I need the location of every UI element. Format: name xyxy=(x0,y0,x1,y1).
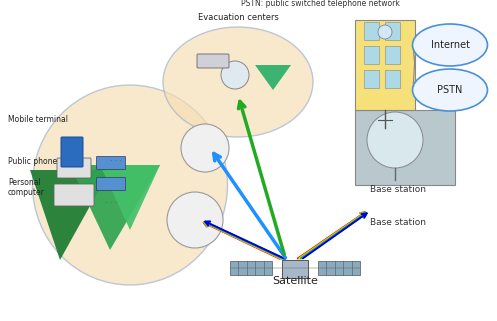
Text: Base station: Base station xyxy=(370,218,426,227)
Text: PSTN: PSTN xyxy=(437,85,463,95)
Text: · · ·: · · · xyxy=(105,199,117,209)
Text: Mobile terminal: Mobile terminal xyxy=(8,115,68,124)
FancyBboxPatch shape xyxy=(355,110,455,185)
Ellipse shape xyxy=(413,69,488,111)
Bar xyxy=(230,261,272,275)
Ellipse shape xyxy=(163,27,313,137)
Bar xyxy=(385,46,400,64)
FancyBboxPatch shape xyxy=(197,54,229,68)
FancyBboxPatch shape xyxy=(54,184,94,206)
Circle shape xyxy=(367,112,423,168)
Bar xyxy=(364,22,379,40)
FancyBboxPatch shape xyxy=(57,158,91,178)
Text: Satellite: Satellite xyxy=(272,276,318,286)
Bar xyxy=(385,22,400,40)
Text: Public phone: Public phone xyxy=(8,157,57,166)
Text: Personal
computer: Personal computer xyxy=(8,178,45,197)
FancyBboxPatch shape xyxy=(96,157,126,169)
Bar xyxy=(355,20,415,110)
Ellipse shape xyxy=(32,85,228,285)
Bar xyxy=(318,261,360,275)
Polygon shape xyxy=(255,65,291,90)
Text: Internet: Internet xyxy=(430,40,470,50)
Bar xyxy=(385,70,400,88)
Polygon shape xyxy=(70,165,160,250)
Text: · · ·: · · · xyxy=(110,158,122,167)
Text: PSTN: public switched telephone network: PSTN: public switched telephone network xyxy=(241,0,400,8)
Text: Evacuation centers: Evacuation centers xyxy=(198,13,278,22)
Ellipse shape xyxy=(413,24,488,66)
FancyBboxPatch shape xyxy=(61,137,83,167)
Circle shape xyxy=(167,192,223,248)
Circle shape xyxy=(378,25,392,39)
Circle shape xyxy=(221,61,249,89)
Bar xyxy=(364,70,379,88)
Text: Base station: Base station xyxy=(370,185,426,194)
Bar xyxy=(364,46,379,64)
FancyBboxPatch shape xyxy=(96,178,126,190)
Bar xyxy=(282,260,308,278)
Circle shape xyxy=(181,124,229,172)
Polygon shape xyxy=(100,165,160,230)
Polygon shape xyxy=(30,170,110,260)
